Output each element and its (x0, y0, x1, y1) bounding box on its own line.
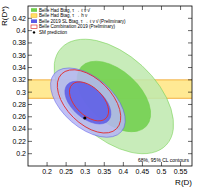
y-tick-label: 0.34 (12, 64, 26, 71)
y-tick (28, 129, 32, 130)
legend-label: Belle Combination 2019 (Preliminary) (39, 24, 116, 29)
x-tick (47, 162, 48, 166)
y-tick (188, 55, 192, 56)
x-tick-label: 0.4 (118, 168, 128, 175)
x-tick (161, 6, 162, 10)
y-tick-label: 0.28 (12, 101, 26, 108)
sm-point (83, 116, 86, 119)
contour-68 (62, 75, 115, 128)
y-tick (188, 141, 192, 142)
y-tick (28, 55, 32, 56)
y-tick (28, 92, 32, 93)
x-tick-label: 0.45 (136, 168, 150, 175)
y-tick (188, 42, 192, 43)
y-tick (188, 18, 192, 19)
chart: 0.2 0.25 0.3 0.35 0.4 0.45 0.5 0.55 0.2 0.22 0.24 0… (0, 0, 200, 188)
y-tick-label: 0.42 (12, 15, 26, 22)
y-tick (28, 104, 32, 105)
x-axis-label: R(D) (175, 178, 192, 187)
y-tick (188, 104, 192, 105)
y-tick-label: 0.2 (16, 150, 26, 157)
contour-95 (33, 17, 192, 166)
x-tick (180, 6, 181, 10)
legend-swatch (31, 25, 37, 29)
x-tick (123, 162, 124, 166)
y-tick-label: 0.24 (12, 125, 26, 132)
y-tick (28, 141, 32, 142)
y-tick (28, 153, 32, 154)
legend-swatch (31, 8, 37, 12)
x-tick (104, 162, 105, 166)
legend-swatch (31, 14, 37, 18)
frame (28, 6, 192, 166)
contour-68 (57, 73, 119, 132)
y-tick (28, 116, 32, 117)
annotation: 68%, 95% CL contours (138, 157, 189, 163)
x-tick (85, 162, 86, 166)
legend: Belle Had Btag, τ → ℓ ν ν̄Belle Had Btag… (31, 8, 126, 35)
x-tick (104, 6, 105, 10)
y-tick-label: 0.36 (12, 52, 26, 59)
y-tick-label: 0.4 (16, 27, 26, 34)
y-tick (188, 67, 192, 68)
x-tick (142, 6, 143, 10)
y-tick-label: 0.3 (16, 89, 26, 96)
x-tick-label: 0.55 (174, 168, 188, 175)
legend-label: Belle 2019 SL Btag, τ → ℓ ν ν̄ (Prelimin… (39, 19, 126, 24)
y-tick (28, 18, 32, 19)
y-axis-label: R(D*) (0, 6, 9, 26)
x-tick (66, 162, 67, 166)
contour-95 (46, 58, 133, 144)
y-tick (28, 42, 32, 43)
y-tick (188, 92, 192, 93)
y-tick-label: 0.32 (12, 76, 26, 83)
y-tick (188, 129, 192, 130)
x-tick-label: 0.5 (157, 168, 167, 175)
y-tick (188, 30, 192, 31)
legend-label: Belle Had Btag, τ → ℓ ν ν̄ (39, 8, 91, 13)
x-tick-label: 0.3 (80, 168, 90, 175)
x-tick (123, 6, 124, 10)
legend-label: Belle Had Btag, τ → h ν (39, 13, 88, 18)
plot-area (28, 17, 192, 166)
y-tick (188, 153, 192, 154)
y-tick (28, 30, 32, 31)
y-tick-label: 0.26 (12, 113, 26, 120)
y-tick (188, 79, 192, 80)
x-tick-label: 0.25 (59, 168, 73, 175)
legend-label: SM prediction (39, 30, 68, 35)
y-tick (188, 116, 192, 117)
y-tick-label: 0.22 (12, 138, 26, 145)
y-tick (28, 67, 32, 68)
legend-swatch (31, 19, 37, 23)
x-tick-label: 0.2 (42, 168, 52, 175)
y-tick-label: 0.38 (12, 39, 26, 46)
contour-95 (38, 55, 138, 151)
x-tick-label: 0.35 (97, 168, 111, 175)
legend-swatch (33, 31, 35, 33)
y-tick (28, 79, 32, 80)
